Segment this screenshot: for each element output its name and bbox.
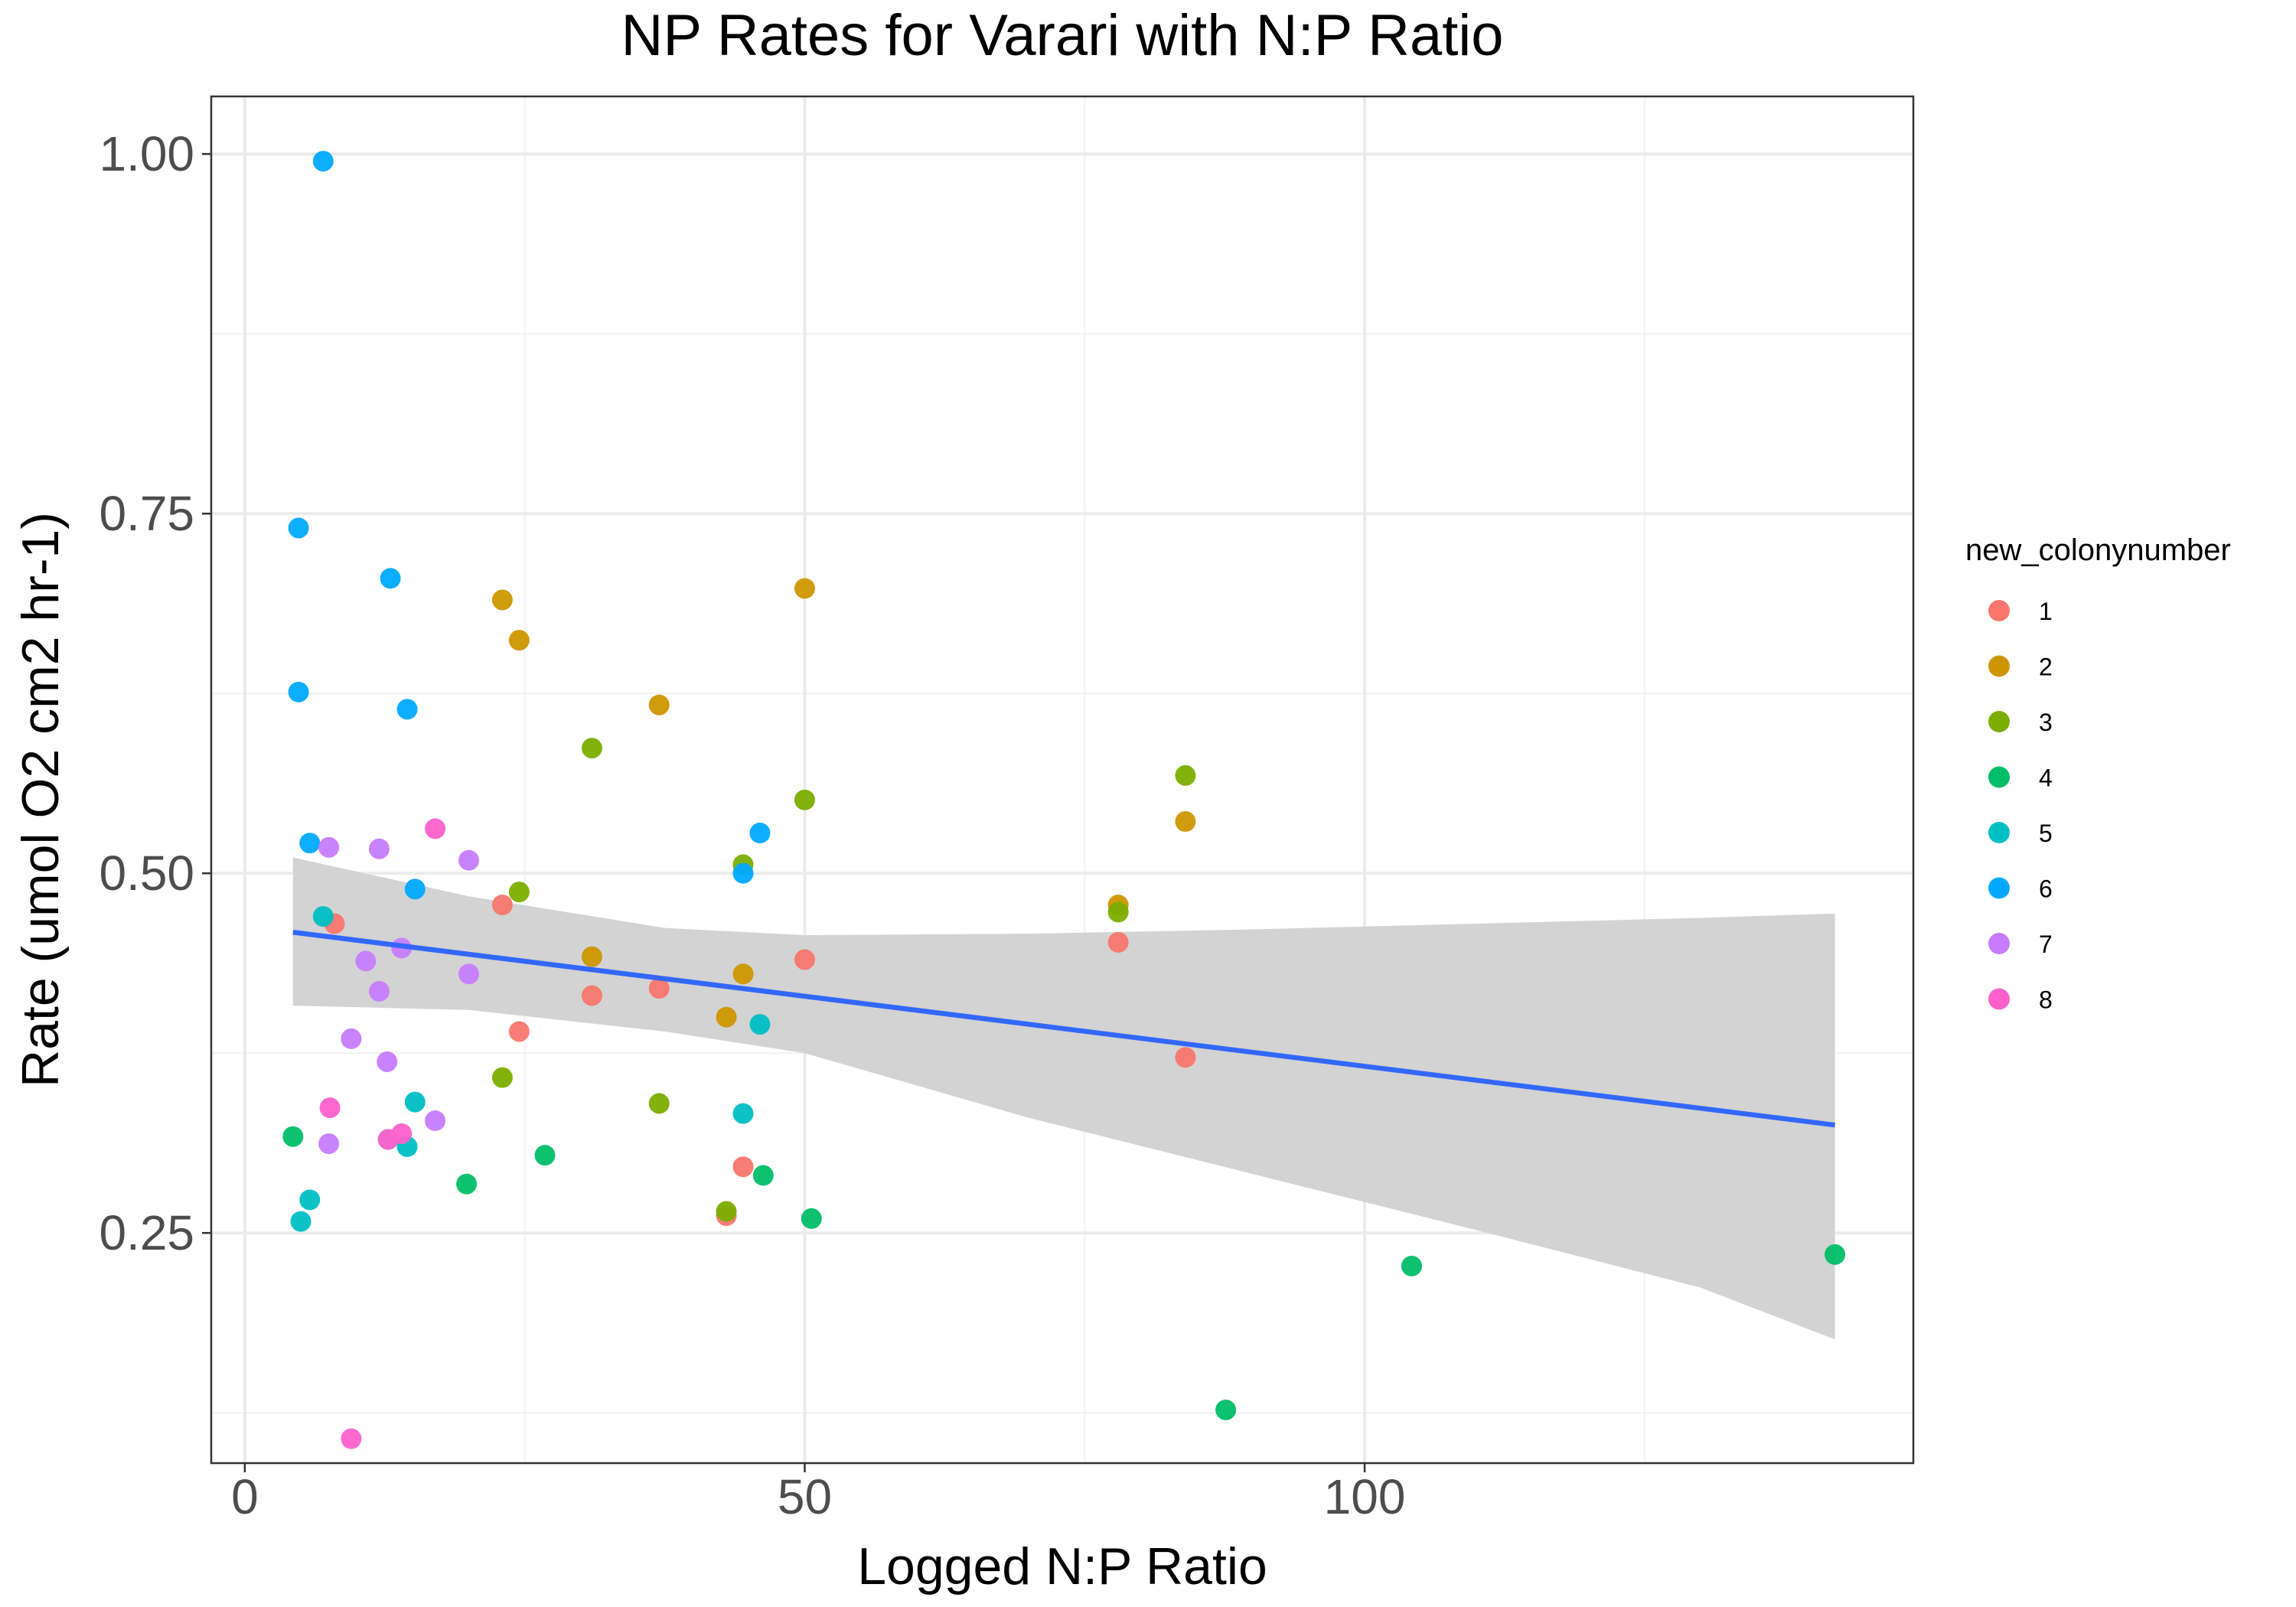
data-point-colony-6: [312, 151, 334, 172]
data-point-colony-4: [282, 1126, 304, 1147]
data-point-colony-7: [341, 1028, 362, 1049]
legend-key-colony-4: [1988, 766, 2010, 788]
legend-label-colony-2: 2: [2039, 654, 2053, 681]
data-point-colony-4: [801, 1208, 822, 1229]
y-axis-label: Rate (umol O2 cm2 hr-1): [11, 512, 70, 1087]
data-point-colony-3: [1175, 764, 1196, 786]
legend-key-colony-7: [1988, 933, 2010, 954]
data-point-colony-7: [368, 980, 390, 1002]
data-point-colony-2: [1175, 811, 1196, 833]
data-point-colony-5: [404, 1091, 426, 1113]
data-point-colony-6: [749, 823, 771, 844]
y-tick-label: 0.50: [99, 846, 194, 901]
data-point-colony-1: [1175, 1047, 1196, 1068]
legend-key-colony-6: [1988, 877, 2010, 899]
data-point-colony-2: [581, 946, 602, 967]
data-point-colony-8: [319, 1097, 341, 1119]
data-point-colony-4: [1825, 1244, 1846, 1265]
data-point-colony-4: [1401, 1255, 1423, 1276]
data-point-colony-7: [458, 849, 480, 871]
data-point-colony-8: [425, 818, 446, 839]
data-point-colony-2: [508, 630, 530, 651]
y-tick-label: 0.75: [99, 486, 194, 541]
data-point-colony-1: [648, 978, 670, 999]
legend-label-colony-3: 3: [2039, 709, 2053, 736]
data-point-colony-3: [1107, 901, 1129, 923]
data-point-colony-6: [404, 878, 426, 900]
data-point-colony-7: [368, 838, 390, 859]
data-point-colony-5: [290, 1211, 311, 1232]
data-point-colony-4: [456, 1173, 478, 1195]
data-point-colony-2: [491, 589, 513, 611]
legend-key-colony-2: [1988, 655, 2010, 677]
plot-area: 0 50 100 0.25 0.50 0.75 1.00: [99, 95, 1915, 1524]
y-tick-label: 0.25: [99, 1205, 194, 1260]
data-point-colony-6: [299, 833, 321, 854]
data-point-colony-1: [1107, 931, 1129, 953]
x-tick-label: 100: [1324, 1469, 1406, 1524]
data-point-colony-3: [508, 882, 530, 903]
x-axis-label: Logged N:P Ratio: [857, 1537, 1267, 1596]
data-point-colony-3: [648, 1093, 670, 1114]
data-point-colony-5: [732, 1103, 754, 1124]
data-point-colony-1: [508, 1021, 530, 1042]
data-point-colony-7: [318, 836, 340, 858]
data-point-colony-7: [425, 1110, 446, 1132]
y-tick-label: 1.00: [99, 126, 194, 181]
data-point-colony-2: [648, 694, 670, 715]
legend-label-colony-1: 1: [2039, 598, 2053, 625]
data-point-colony-6: [288, 517, 309, 539]
data-point-colony-4: [1215, 1399, 1237, 1420]
legend-key-colony-1: [1988, 600, 2010, 621]
legend: new_colonynumber 1 2 3 4 5 6 7 8: [1965, 533, 2231, 1014]
data-point-colony-4: [534, 1145, 556, 1166]
data-point-colony-7: [377, 1051, 398, 1072]
data-point-colony-2: [732, 963, 754, 985]
data-point-colony-1: [491, 895, 513, 916]
legend-key-colony-5: [1988, 822, 2010, 843]
legend-items: 1 2 3 4 5 6 7 8: [1988, 598, 2053, 1014]
data-point-colony-4: [752, 1165, 774, 1186]
data-point-colony-6: [396, 699, 418, 720]
data-point-colony-3: [491, 1067, 513, 1088]
data-point-colony-3: [716, 1201, 737, 1222]
data-point-colony-1: [794, 949, 815, 970]
legend-label-colony-5: 5: [2039, 820, 2053, 847]
legend-key-colony-8: [1988, 988, 2010, 1010]
data-point-colony-2: [794, 578, 815, 599]
data-point-colony-5: [312, 906, 334, 927]
legend-label-colony-4: 4: [2039, 764, 2053, 792]
data-point-colony-6: [288, 681, 309, 702]
data-point-colony-1: [581, 985, 602, 1006]
data-point-colony-3: [794, 789, 815, 810]
data-point-colony-3: [581, 738, 602, 759]
data-point-colony-8: [391, 1123, 413, 1144]
data-point-colony-7: [318, 1133, 340, 1155]
chart-title: NP Rates for Varari with N:P Ratio: [621, 3, 1503, 68]
data-point-colony-1: [732, 1156, 754, 1178]
trend-line: [292, 930, 1835, 1128]
confidence-band: [292, 857, 1835, 1340]
legend-label-colony-7: 7: [2039, 931, 2053, 958]
data-point-colony-5: [749, 1014, 771, 1035]
legend-label-colony-8: 8: [2039, 986, 2053, 1014]
data-point-colony-8: [341, 1428, 362, 1449]
data-point-colony-6: [732, 862, 754, 884]
data-point-colony-6: [380, 568, 401, 589]
legend-key-colony-3: [1988, 711, 2010, 732]
x-tick-label: 0: [231, 1469, 259, 1524]
data-point-colony-7: [458, 963, 480, 985]
data-point-colony-5: [299, 1189, 321, 1211]
panel-border: [210, 95, 1915, 1465]
legend-label-colony-6: 6: [2039, 875, 2053, 903]
data-point-colony-7: [355, 950, 377, 972]
data-point-colony-2: [716, 1006, 737, 1028]
x-tick-label: 50: [778, 1469, 832, 1524]
legend-title: new_colonynumber: [1965, 533, 2231, 567]
